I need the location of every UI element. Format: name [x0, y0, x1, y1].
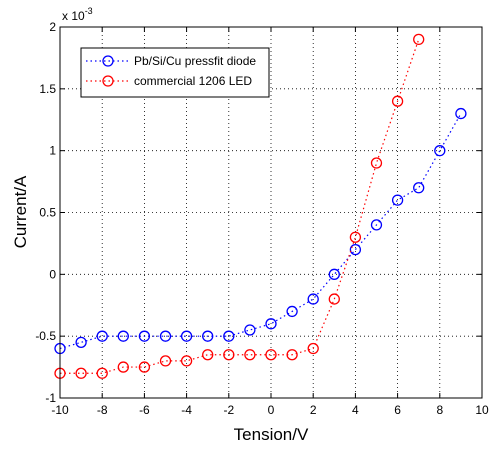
data-point-led: [328, 293, 340, 305]
data-point-diode: [159, 330, 172, 342]
x-tick-label: -6: [139, 403, 150, 417]
data-point-led: [265, 349, 277, 361]
data-point-diode: [286, 305, 298, 318]
data-point-diode: [413, 182, 425, 194]
data-point-diode: [434, 145, 446, 157]
data-point-diode: [265, 318, 277, 330]
data-point-led: [391, 95, 404, 107]
x-tick-label: 6: [394, 403, 401, 417]
data-point-led: [96, 367, 108, 379]
x-tick-label: -2: [223, 403, 234, 417]
y-tick-label: 1.5: [39, 82, 56, 96]
data-point-diode: [96, 330, 108, 342]
x-axis-title: Tension/V: [234, 425, 309, 444]
data-point-led: [307, 342, 319, 355]
data-point-diode: [244, 324, 256, 336]
y-tick-label: 0.5: [39, 206, 56, 220]
data-point-diode: [180, 330, 193, 342]
data-point-diode: [75, 336, 87, 349]
y-tick-label: -0.5: [35, 329, 56, 343]
x-tick-label: 2: [310, 403, 317, 417]
legend-marker-led: [102, 75, 114, 87]
y-tick-label: 2: [49, 20, 56, 34]
data-point-diode: [138, 330, 151, 342]
data-point-led: [75, 367, 87, 379]
data-point-led: [370, 157, 383, 169]
x-tick-label: 0: [268, 403, 275, 417]
legend-box: [80, 47, 270, 98]
y-tick-label: -1: [45, 391, 56, 405]
x-tick-label: 8: [436, 403, 443, 417]
data-point-led: [180, 355, 193, 367]
tick-layer: -10 -8 -6 -4 -2 0 2 4 6 8 10 -1 -0.5 0 0.5 1 1.5 2: [35, 20, 489, 417]
x-tick-label: 4: [352, 403, 359, 417]
data-point-diode: [349, 243, 362, 256]
data-point-led: [413, 33, 425, 46]
y-axis-title: Current/A: [11, 175, 30, 248]
legend: Pb/Si/Cu pressfit diode commercial 1206 …: [80, 47, 270, 98]
legend-label-diode: Pb/Si/Cu pressfit diode: [134, 54, 256, 68]
x-tick-label: 10: [475, 403, 489, 417]
data-point-led: [286, 349, 298, 361]
data-point-diode: [117, 330, 129, 342]
legend-marker-diode: [102, 55, 114, 67]
data-point-diode: [328, 268, 340, 280]
y-tick-label: 0: [49, 267, 56, 281]
data-point-led: [159, 355, 172, 367]
data-point-diode: [223, 330, 235, 342]
y-tick-label: 1: [49, 144, 56, 158]
legend-label-led: commercial 1206 LED: [134, 74, 252, 88]
data-point-led: [202, 349, 214, 361]
data-point-led: [138, 361, 151, 373]
data-point-led: [244, 349, 256, 361]
data-point-diode: [370, 219, 383, 231]
x-tick-label: -4: [181, 403, 192, 417]
x-tick-label: -10: [51, 403, 69, 417]
data-point-diode: [455, 107, 467, 120]
series-led: [54, 33, 425, 379]
data-point-diode: [391, 194, 404, 206]
data-point-led: [117, 361, 129, 373]
data-point-led: [223, 349, 235, 361]
data-point-diode: [307, 293, 319, 305]
y-multiplier: x 10-3: [62, 6, 93, 23]
data-point-diode: [202, 330, 214, 342]
x-tick-label: -8: [97, 403, 108, 417]
data-point-led: [349, 231, 362, 243]
